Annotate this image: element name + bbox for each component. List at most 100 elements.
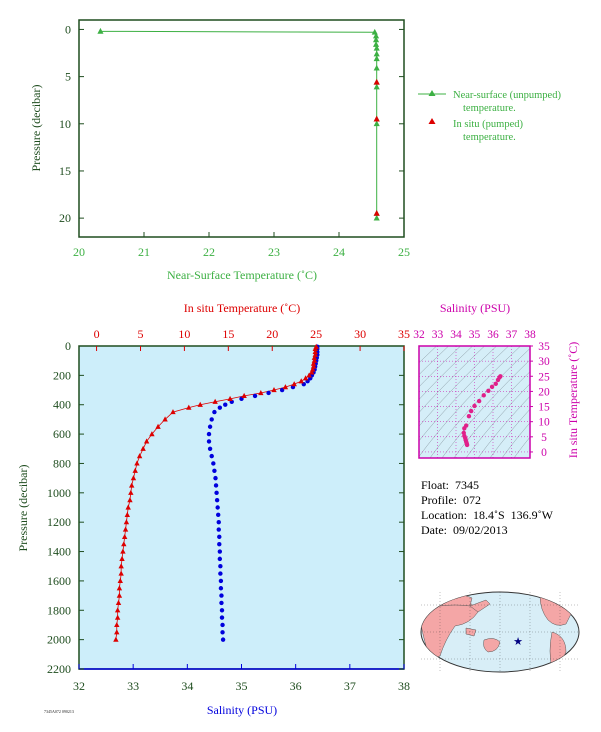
temperature-tick-label: 0 <box>94 327 100 341</box>
density-contour <box>489 408 530 458</box>
ts-temperature-ticks: 0 5 10 15 20 25 30 35 <box>530 341 550 459</box>
temperature-point <box>117 577 123 584</box>
temperature-point <box>116 585 123 591</box>
unpumped-point <box>373 83 380 90</box>
temperature-point <box>118 570 124 576</box>
salinity-point <box>216 512 221 518</box>
unpumped-point <box>372 36 380 43</box>
density-contour <box>501 422 530 458</box>
pressure-tick-label: 0 <box>65 339 71 353</box>
temperature-point <box>130 475 137 481</box>
ts-points <box>461 374 503 448</box>
x-tick-label: 25 <box>398 245 410 259</box>
salinity-point <box>216 527 221 532</box>
profile-line: Profile: 072 <box>421 493 559 508</box>
ts-salinity-tick-label: 35 <box>469 329 481 341</box>
ts-salinity-tick-label: 32 <box>413 329 425 341</box>
location-label: Location: <box>421 508 467 522</box>
salinity-axis-ticks: 32 33 34 35 36 37 38 <box>73 664 410 693</box>
temperature-point <box>312 345 318 352</box>
ts-frame <box>418 345 531 459</box>
temperature-point <box>113 636 119 642</box>
pressure-tick-label: 1000 <box>47 486 71 500</box>
temperature-point <box>115 599 122 606</box>
legend-text-line: In situ (pumped) <box>453 119 523 130</box>
near-surface-chart: 0 5 10 15 20 20 21 22 23 24 25 Near-Surface Tempe… <box>29 19 561 282</box>
ts-salinity-ticks: 32 33 34 35 36 37 38 <box>413 329 536 341</box>
temperature-tick-label: 20 <box>266 327 278 341</box>
salinity-point <box>218 586 224 591</box>
unpumped-point <box>97 27 104 34</box>
salinity-point <box>220 630 225 635</box>
temperature-point <box>197 401 203 407</box>
float-line: Float: 7345 <box>421 478 559 493</box>
temperature-point <box>136 453 143 459</box>
float-value: 7345 <box>455 478 480 492</box>
date-line: Date: 09/02/2013 <box>421 523 559 538</box>
profile-value: 072 <box>463 493 481 507</box>
ts-temperature-tick-label: 15 <box>538 402 550 414</box>
ts-point <box>463 423 469 428</box>
temperature-axis-ticks: 0 5 10 15 20 25 30 35 <box>94 327 410 351</box>
salinity-point <box>213 475 218 481</box>
salinity-point <box>209 453 214 459</box>
y-axis-ticks: 0 5 10 15 20 <box>59 22 404 225</box>
temperature-point <box>312 348 318 354</box>
salinity-point <box>217 534 222 540</box>
temperature-point <box>114 607 121 613</box>
legend-text-line: temperature. <box>463 103 516 114</box>
x-tick-label: 20 <box>73 245 85 259</box>
footer-id: 7345A072 090213 <box>44 709 74 714</box>
profile-series-layer <box>113 343 320 642</box>
legend: Near-surface (unpumped) temperature. In s… <box>418 90 561 143</box>
salinity-point <box>220 637 226 642</box>
temperature-point <box>170 409 176 415</box>
temperature-point <box>129 482 135 488</box>
temperature-point <box>258 389 264 396</box>
ts-temperature-tick-label: 5 <box>541 432 547 444</box>
salinity-point <box>214 497 220 503</box>
temperature-point <box>127 497 133 503</box>
x-tick-label: 23 <box>268 245 280 259</box>
temperature-point <box>312 351 318 357</box>
ts-temperature-tick-label: 0 <box>541 447 547 459</box>
salinity-point <box>219 615 225 620</box>
ts-temperature-tick-label: 30 <box>538 356 550 368</box>
density-contour <box>465 383 530 458</box>
x-axis-label: Near-Surface Temperature (˚C) <box>167 268 317 282</box>
legend-label-unpumped: Near-surface (unpumped) temperature. <box>453 90 561 114</box>
plot-frame <box>78 19 405 238</box>
salinity-point <box>252 393 258 399</box>
unpumped-point <box>373 120 380 127</box>
density-contour <box>419 346 485 413</box>
unpumped-point <box>373 44 380 51</box>
pressure-tick-label: 2200 <box>47 662 71 676</box>
temperature-point <box>311 357 318 363</box>
ts-temperature-tick-label: 25 <box>538 371 550 383</box>
temperature-tick-label: 30 <box>354 327 366 341</box>
temperature-point <box>212 398 218 404</box>
ts-point <box>498 374 503 379</box>
salinity-point <box>207 446 213 451</box>
salinity-tick-label: 36 <box>290 679 302 693</box>
ts-point <box>461 430 466 436</box>
temperature-point <box>309 369 315 375</box>
ts-salinity-title: Salinity (PSU) <box>440 301 510 315</box>
temperature-point <box>120 548 126 554</box>
salinity-point <box>212 409 217 415</box>
legend-marker-pumped <box>428 118 436 124</box>
density-contour <box>419 346 509 442</box>
salinity-point <box>223 402 228 407</box>
y-tick-label: 15 <box>59 164 71 178</box>
pressure-axis-label: Pressure (decibar) <box>16 465 30 552</box>
temperature-point <box>114 621 120 628</box>
temperature-point <box>123 519 130 525</box>
density-contour <box>419 346 497 427</box>
pressure-tick-label: 1600 <box>47 574 71 588</box>
salinity-tick-label: 37 <box>344 679 356 693</box>
y-tick-label: 5 <box>65 70 71 84</box>
ts-temperature-tick-label: 35 <box>538 341 550 353</box>
unpumped-point <box>372 41 380 47</box>
temperature-point <box>311 354 318 360</box>
pumped-point <box>373 210 380 216</box>
